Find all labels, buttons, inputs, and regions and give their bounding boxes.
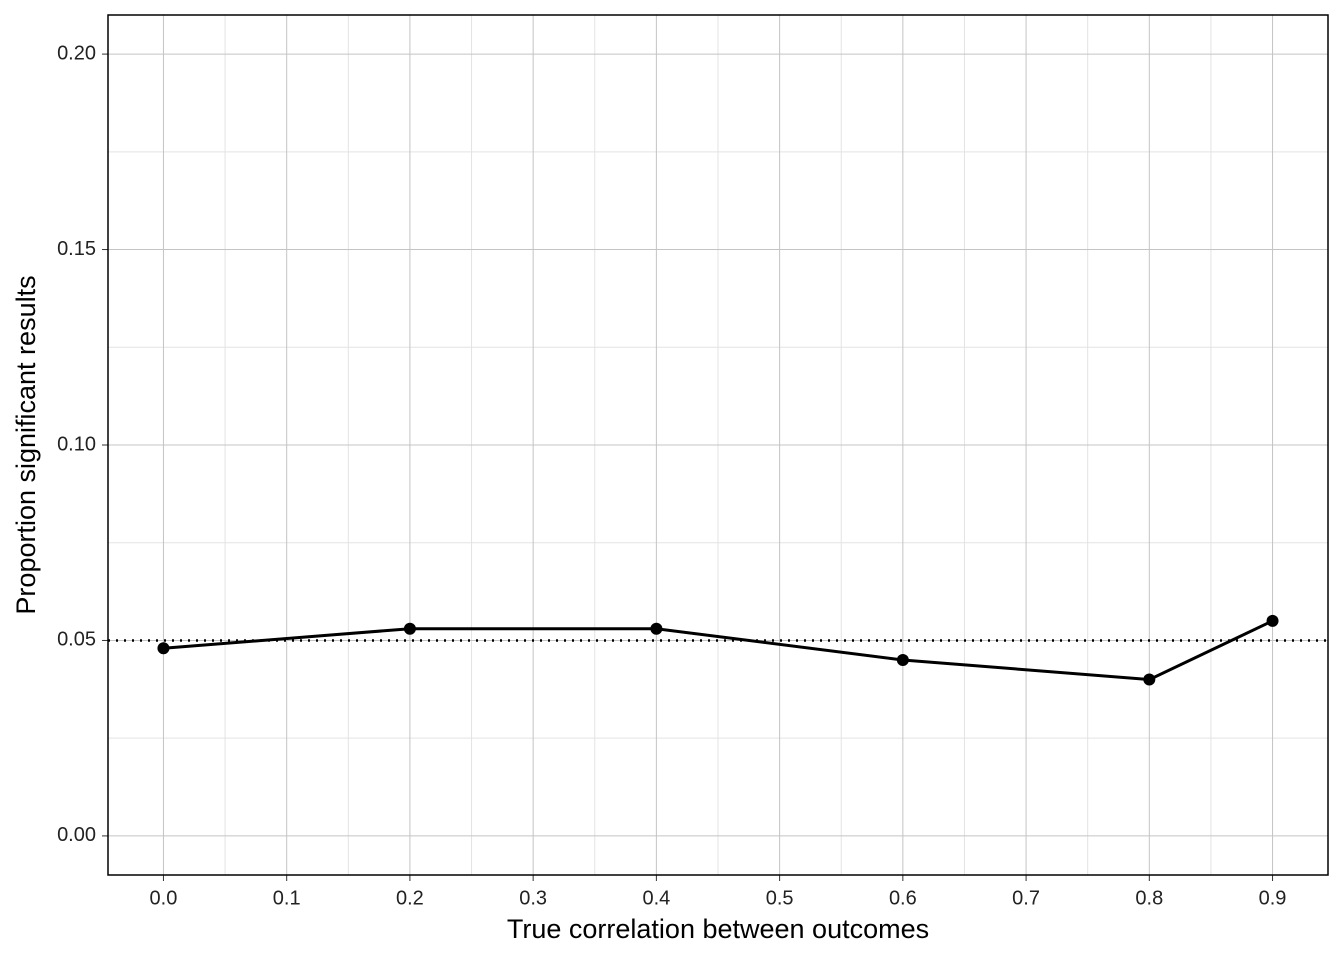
x-tick-label: 0.1 <box>273 887 301 909</box>
point <box>896 654 909 666</box>
y-tick-label: 0.15 <box>57 238 96 260</box>
x-tick-label: 0.3 <box>519 887 547 909</box>
plot-border <box>107 14 1329 876</box>
x-tick-label: 0.8 <box>1135 887 1163 909</box>
line <box>163 619 1274 682</box>
x-tick-label: 0.6 <box>889 887 917 909</box>
x-tick-label: 0.2 <box>396 887 424 909</box>
y-tick-label: 0.20 <box>57 42 96 64</box>
point <box>650 622 663 635</box>
x-tick-label: 0.7 <box>1012 887 1040 909</box>
y-tick-label: 0.00 <box>57 824 96 846</box>
point <box>1143 673 1156 686</box>
point <box>1266 614 1279 627</box>
x-axis-title: True correlation between outcomes <box>507 914 929 944</box>
y-tick-label: 0.05 <box>57 629 96 651</box>
x-tick-label: 0.0 <box>150 887 178 909</box>
point <box>157 642 170 655</box>
y-tick-label: 0.10 <box>57 433 96 455</box>
x-tick-label: 0.5 <box>766 887 794 909</box>
x-tick-label: 0.4 <box>642 887 670 909</box>
x-tick-label: 0.9 <box>1259 887 1287 909</box>
point <box>403 622 416 635</box>
y-axis-title: Proportion significant results <box>11 275 41 614</box>
